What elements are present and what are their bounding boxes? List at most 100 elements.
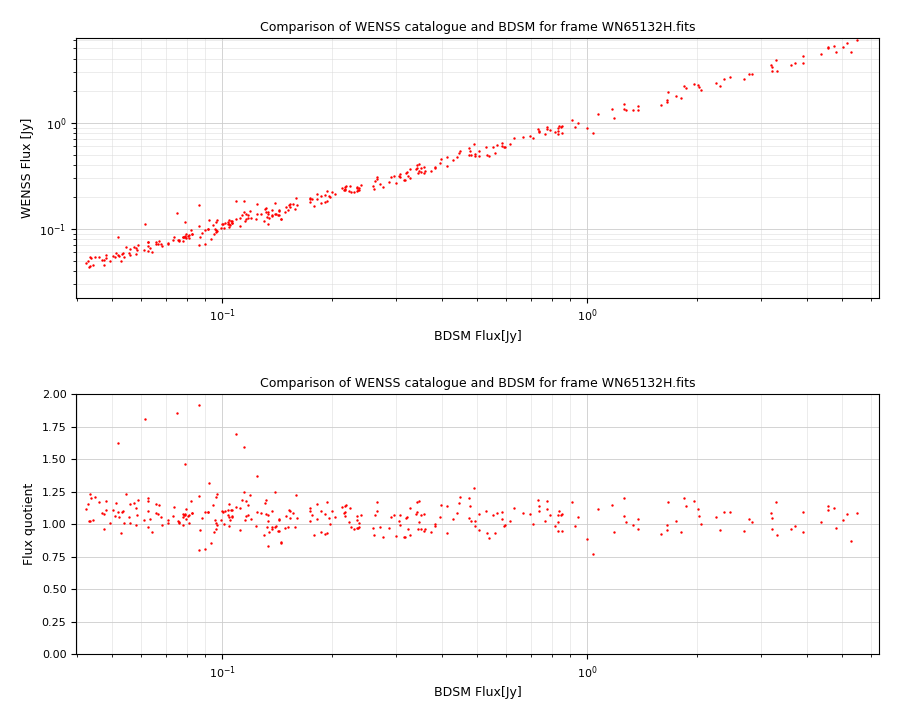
Point xyxy=(302,503,317,514)
Point xyxy=(352,183,366,194)
Point xyxy=(112,251,126,262)
Point xyxy=(289,192,303,204)
Point xyxy=(495,138,509,149)
Point xyxy=(472,145,486,156)
Point xyxy=(179,503,194,515)
Point xyxy=(744,516,759,528)
Point xyxy=(161,517,176,528)
Point xyxy=(467,482,482,494)
Point xyxy=(829,46,843,58)
Point xyxy=(351,184,365,196)
Point xyxy=(411,523,426,534)
Point xyxy=(210,488,224,500)
Point xyxy=(201,506,215,518)
Point xyxy=(256,529,271,541)
Point xyxy=(433,511,447,523)
Point xyxy=(181,230,195,241)
Point xyxy=(232,212,247,224)
Point xyxy=(450,150,464,162)
Point xyxy=(117,518,131,529)
Point xyxy=(349,514,364,526)
Point xyxy=(454,491,468,503)
Point xyxy=(841,508,855,520)
Point xyxy=(79,258,94,269)
Point xyxy=(409,163,423,175)
Point xyxy=(305,509,320,521)
Point xyxy=(369,171,383,182)
Point xyxy=(209,517,223,528)
Point xyxy=(198,506,212,518)
Point xyxy=(365,523,380,534)
Point xyxy=(177,510,192,521)
Point xyxy=(209,225,223,236)
Point xyxy=(274,536,288,548)
Point xyxy=(605,103,619,114)
Point xyxy=(412,158,427,170)
Point xyxy=(843,47,858,58)
Point xyxy=(194,227,209,238)
Point xyxy=(210,519,224,531)
Point xyxy=(238,213,253,225)
Point xyxy=(376,181,391,192)
Point xyxy=(495,513,509,525)
Point xyxy=(337,508,351,519)
Point xyxy=(166,510,181,522)
Point xyxy=(387,509,401,521)
Point xyxy=(238,514,252,526)
Point xyxy=(94,508,109,519)
Point xyxy=(154,511,168,523)
Point xyxy=(166,502,181,513)
Point xyxy=(205,220,220,231)
Point xyxy=(260,521,274,533)
Point xyxy=(472,524,486,536)
Point xyxy=(551,125,565,136)
Point xyxy=(274,212,288,224)
Point xyxy=(241,212,256,224)
Point xyxy=(223,215,238,227)
Point xyxy=(764,523,778,535)
Point xyxy=(261,218,275,230)
Point xyxy=(112,511,126,523)
Point xyxy=(224,511,238,523)
Point xyxy=(177,217,192,228)
Point xyxy=(271,525,285,536)
Point xyxy=(488,527,502,539)
Point xyxy=(127,498,141,509)
Point xyxy=(796,526,810,538)
Point xyxy=(172,518,186,529)
Point xyxy=(148,236,163,248)
Point xyxy=(217,518,231,530)
Point xyxy=(129,248,143,260)
Point xyxy=(92,496,106,508)
Point xyxy=(788,520,802,531)
Point xyxy=(184,508,199,519)
Point xyxy=(181,510,195,521)
Point xyxy=(215,218,230,230)
Point xyxy=(551,510,565,521)
Point xyxy=(79,504,94,516)
Point xyxy=(237,207,251,218)
Point xyxy=(265,210,279,222)
Point xyxy=(318,508,332,520)
Point xyxy=(764,512,778,523)
Point xyxy=(464,150,478,161)
Point xyxy=(446,154,460,166)
Point xyxy=(202,215,216,226)
Point xyxy=(531,500,545,511)
Point xyxy=(324,505,338,517)
Point xyxy=(221,215,236,226)
Point xyxy=(265,505,279,517)
Point xyxy=(631,104,645,115)
Point xyxy=(503,138,517,150)
Point xyxy=(821,500,835,512)
Point xyxy=(485,510,500,521)
Point xyxy=(243,206,257,217)
Point xyxy=(402,163,417,175)
Point xyxy=(141,236,156,248)
Point xyxy=(495,140,509,151)
Point xyxy=(143,242,157,253)
Point xyxy=(261,206,275,217)
Point xyxy=(472,150,486,162)
Point xyxy=(220,217,235,228)
Point xyxy=(322,192,337,203)
